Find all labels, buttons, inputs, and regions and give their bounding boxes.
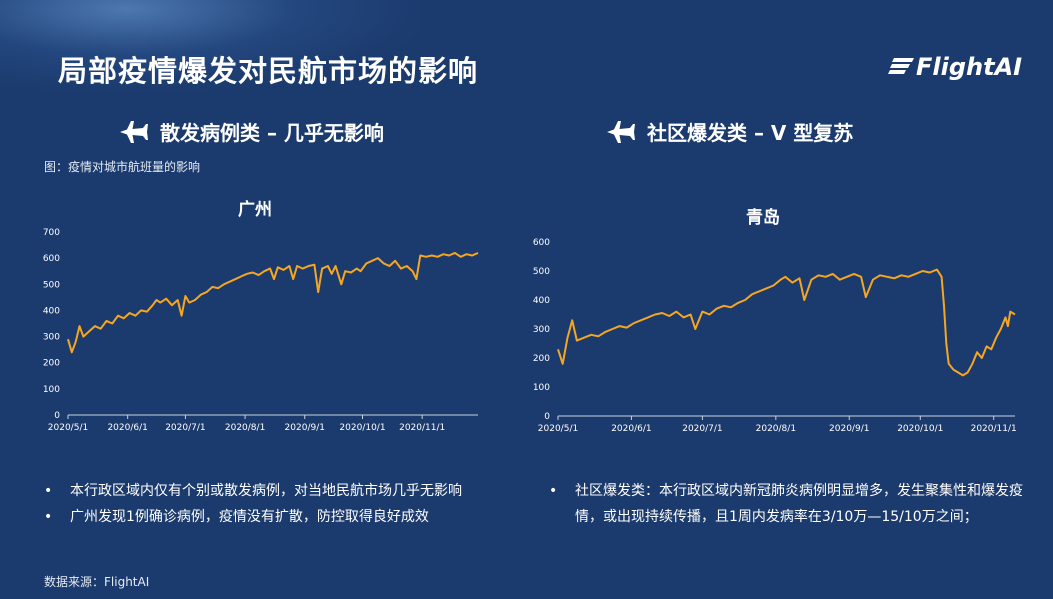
y-tick-label: 100	[533, 383, 550, 393]
chart-title-guangzhou: 广州	[238, 200, 272, 220]
bullet-dot: •	[44, 483, 53, 499]
section-heading-right-text: 社区爆发类 – V 型复苏	[647, 121, 854, 145]
x-tick-label: 2020/10/1	[897, 424, 943, 434]
x-tick-label: 2020/9/1	[285, 423, 325, 433]
y-tick-label: 600	[533, 238, 550, 248]
airplane-icon	[607, 120, 635, 143]
flightai-logo: FlightAI	[888, 53, 1022, 81]
background-glow	[0, 0, 420, 90]
y-tick-label: 500	[43, 280, 60, 290]
list-item: • 广州发现1例确诊病例，疫情没有扩散，防控取得良好成效	[44, 504, 534, 530]
x-tick-label: 2020/6/1	[107, 423, 147, 433]
x-tick-label: 2020/11/1	[971, 424, 1017, 434]
bullet-text: 社区爆发类：本行政区域内新冠肺炎病例明显增多，发生聚集性和爆发疫情，或出现持续传…	[575, 483, 1023, 525]
x-tick-label: 2020/7/1	[682, 424, 722, 434]
y-tick-label: 200	[43, 359, 60, 369]
x-tick-label: 2020/11/1	[399, 423, 445, 433]
y-tick-label: 0	[544, 412, 550, 422]
bullet-text: 广州发现1例确诊病例，疫情没有扩散，防控取得良好成效	[70, 509, 429, 525]
y-tick-label: 700	[43, 228, 60, 238]
bullet-dot: •	[549, 483, 558, 499]
y-tick-label: 300	[533, 325, 550, 335]
section-heading-right: 社区爆发类 – V 型复苏	[605, 117, 853, 146]
x-tick-label: 2020/5/1	[48, 423, 88, 433]
y-tick-label: 600	[43, 254, 60, 264]
chart-guangzhou: 0 100 200 300 400 500 600 700 2020/5/1 2020/6/1 20…	[43, 228, 479, 433]
y-tick-label: 300	[43, 333, 60, 343]
x-tick-label: 2020/6/1	[611, 424, 651, 434]
y-tick-label: 100	[43, 385, 60, 395]
section-heading-left-text: 散发病例类 – 几乎无影响	[160, 121, 384, 145]
x-tick-label: 2020/9/1	[829, 424, 869, 434]
x-tick-label: 2020/8/1	[225, 423, 265, 433]
bullet-list-right: • 社区爆发类：本行政区域内新冠肺炎病例明显增多，发生聚集性和爆发疫情，或出现持…	[549, 478, 1029, 530]
list-item: • 社区爆发类：本行政区域内新冠肺炎病例明显增多，发生聚集性和爆发疫情，或出现持…	[549, 478, 1029, 530]
y-tick-label: 500	[533, 267, 550, 277]
series-line	[67, 251, 479, 354]
y-tick-label: 400	[43, 306, 60, 316]
bullet-list-left: • 本行政区域内仅有个别或散发病例，对当地民航市场几乎无影响 • 广州发现1例确…	[44, 478, 534, 530]
bullet-dot: •	[44, 509, 53, 525]
logo-text: FlightAI	[916, 53, 1022, 81]
x-tick-label: 2020/8/1	[756, 424, 796, 434]
section-heading-left: 散发病例类 – 几乎无影响	[118, 117, 384, 146]
y-tick-label: 400	[533, 296, 550, 306]
bullet-text: 本行政区域内仅有个别或散发病例，对当地民航市场几乎无影响	[70, 483, 462, 499]
airplane-icon	[120, 120, 148, 143]
data-source: 数据来源：FlightAI	[44, 575, 150, 589]
x-tick-label: 2020/7/1	[165, 423, 205, 433]
x-tick-label: 2020/5/1	[538, 424, 578, 434]
chart-qingdao: 0 100 200 300 400 500 600 2020/5/1 2020/6/1 2020/…	[533, 238, 1017, 434]
y-tick-label: 0	[54, 411, 60, 421]
series-line	[557, 268, 1016, 377]
page-title: 局部疫情爆发对民航市场的影响	[58, 54, 479, 88]
figure-caption: 图：疫情对城市航班量的影响	[44, 160, 201, 174]
chart-title-qingdao: 青岛	[746, 208, 780, 228]
list-item: • 本行政区域内仅有个别或散发病例，对当地民航市场几乎无影响	[44, 478, 534, 504]
x-tick-label: 2020/10/1	[339, 423, 385, 433]
y-tick-label: 200	[533, 354, 550, 364]
